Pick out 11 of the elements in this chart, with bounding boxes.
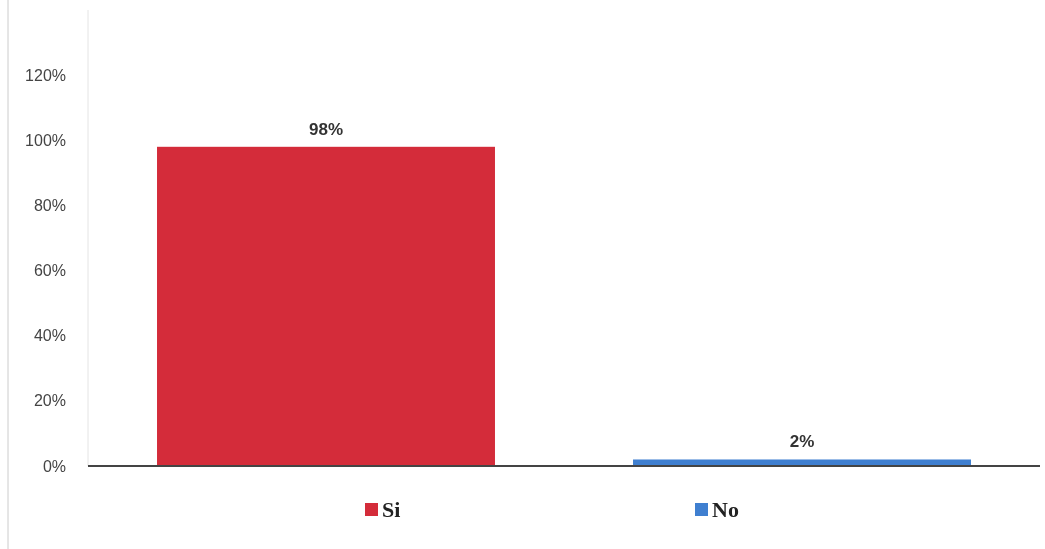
y-tick-label: 40% — [33, 327, 66, 345]
y-tick-label: 60% — [33, 262, 66, 280]
y-tick-label: 120% — [25, 66, 66, 84]
legend-label: Si — [382, 496, 401, 522]
y-tick-label: 100% — [25, 131, 66, 149]
y-tick-label: 20% — [33, 392, 66, 410]
y-tick-label: 0% — [42, 457, 66, 475]
data-label: 98% — [308, 119, 344, 139]
legend-label: No — [712, 496, 739, 522]
y-tick-label: 80% — [33, 197, 66, 215]
data-label: 2% — [789, 432, 815, 452]
